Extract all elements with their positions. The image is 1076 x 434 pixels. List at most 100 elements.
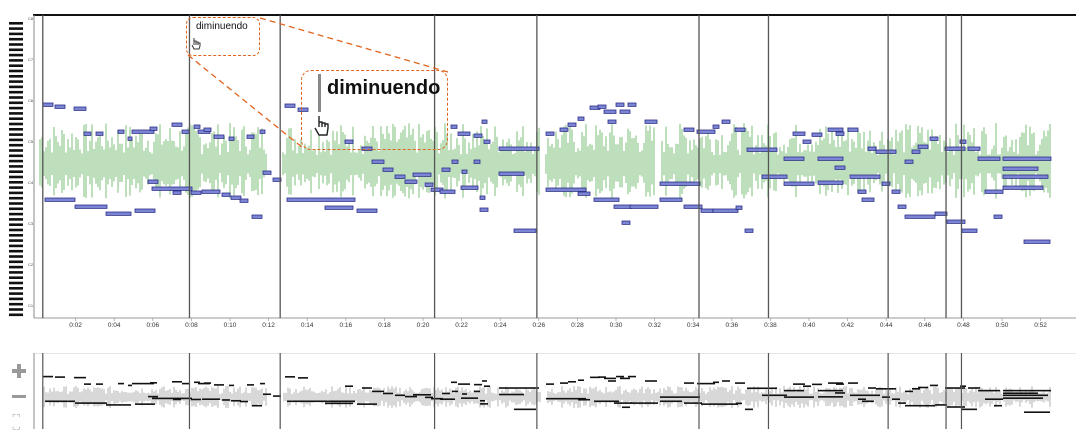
overview-note	[912, 388, 920, 390]
overview-note	[784, 389, 804, 392]
black-key	[9, 37, 23, 41]
overview-note	[152, 397, 192, 400]
overview-note	[172, 380, 182, 383]
overview-note	[202, 398, 220, 400]
note	[811, 132, 823, 137]
overview-note	[630, 402, 658, 404]
note	[683, 127, 695, 132]
zoom-out-button[interactable]	[10, 388, 28, 406]
black-key	[9, 313, 23, 317]
note	[228, 136, 235, 141]
note	[621, 220, 631, 225]
zoom-in-button[interactable]	[10, 362, 28, 380]
note	[593, 197, 620, 202]
time-label: 0:20	[417, 322, 430, 329]
note	[603, 109, 617, 114]
overview-note	[462, 393, 467, 395]
note	[73, 106, 87, 111]
overview-note	[431, 397, 443, 400]
note	[881, 181, 891, 186]
note	[802, 139, 812, 144]
note	[746, 147, 778, 152]
note	[450, 124, 458, 129]
waveform-segment	[545, 124, 655, 198]
note	[479, 207, 489, 212]
black-key	[9, 218, 23, 221]
note	[967, 146, 981, 151]
note	[744, 228, 754, 233]
overview-note	[480, 403, 488, 405]
black-key	[9, 112, 23, 115]
note	[344, 139, 354, 144]
pitch-label: C1	[28, 303, 34, 308]
piano-roll-main[interactable]: C8 C7 C6 C5 C4 C3 C2 C1 0:02 0:04 0:06 0:08 0:10 0:12…	[0, 0, 1076, 329]
overview-note	[546, 383, 554, 385]
connector-line	[187, 54, 304, 149]
overview-note	[614, 402, 632, 404]
overview-note	[560, 382, 568, 384]
overview-note	[862, 400, 874, 403]
overview-panel[interactable]	[0, 352, 1076, 429]
overview-note	[482, 380, 487, 382]
overview-note	[578, 398, 590, 401]
annotation-label-large: diminuendo	[327, 77, 441, 99]
overview-note	[451, 381, 457, 384]
time-label: 0:42	[841, 322, 854, 329]
black-key	[9, 122, 23, 126]
note	[479, 195, 486, 200]
note	[284, 103, 296, 108]
overview-note	[383, 392, 393, 395]
overview-note	[514, 408, 536, 411]
annotation-marker-small[interactable]: diminuendo	[186, 17, 260, 56]
overview-note	[118, 382, 124, 385]
note	[394, 174, 406, 179]
overview-note	[1003, 394, 1048, 397]
note	[734, 127, 746, 132]
overview-note	[128, 384, 132, 387]
note	[473, 133, 483, 138]
note	[597, 104, 607, 109]
note	[213, 134, 225, 139]
overview-note	[287, 400, 355, 403]
note	[696, 129, 716, 134]
black-key	[9, 271, 23, 274]
overview-note	[803, 385, 811, 387]
overview-note	[660, 400, 682, 403]
overview-note	[784, 396, 814, 398]
note	[1023, 239, 1051, 244]
black-key	[9, 128, 23, 131]
black-key	[9, 85, 23, 89]
overview-note	[935, 404, 947, 406]
black-key	[9, 159, 23, 163]
overview-note	[620, 377, 630, 380]
note	[483, 139, 491, 144]
overview-note	[850, 394, 880, 397]
hand-cursor-icon	[314, 116, 329, 136]
time-label: 0:22	[455, 322, 468, 329]
note	[324, 205, 354, 210]
note	[151, 186, 193, 191]
pitch-label: C3	[28, 221, 34, 226]
time-label: 0:06	[146, 322, 159, 329]
overview-note	[229, 384, 234, 387]
note	[424, 182, 434, 187]
note	[461, 169, 468, 174]
black-key	[9, 181, 23, 184]
piano-roll-canvas[interactable]: C8 C7 C6 C5 C4 C3 C2 C1 0:02 0:04 0:06 0:08 0:10 0:12…	[0, 0, 1076, 330]
overview-note	[325, 402, 353, 405]
note	[847, 127, 859, 132]
note	[700, 208, 714, 213]
black-key	[9, 255, 23, 258]
overview-note	[735, 382, 745, 384]
expand-icon[interactable]: ⌜⌝ ⌞⌟	[12, 413, 21, 431]
black-key	[9, 32, 23, 36]
overview-note	[628, 375, 636, 378]
overview-note	[204, 382, 211, 384]
overview-note	[616, 375, 624, 378]
overview-note	[697, 382, 715, 385]
overview-note	[182, 382, 189, 385]
overview-canvas[interactable]	[0, 352, 1076, 429]
note	[404, 179, 418, 184]
overview-note	[362, 387, 372, 389]
black-key	[9, 170, 23, 173]
